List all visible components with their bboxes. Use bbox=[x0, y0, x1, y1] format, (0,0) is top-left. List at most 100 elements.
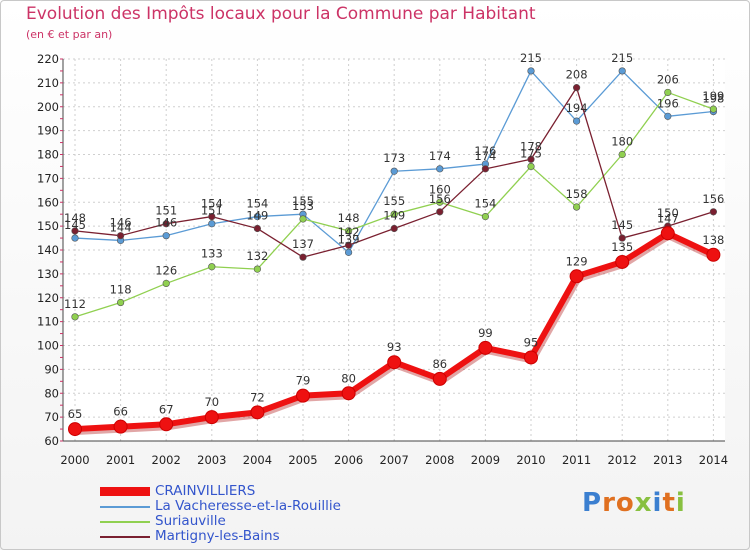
data-point bbox=[253, 265, 261, 273]
x-tick-label: 2005 bbox=[288, 453, 317, 467]
data-label: 145 bbox=[611, 218, 633, 232]
data-label: 151 bbox=[155, 204, 177, 218]
chart-title: Evolution des Impôts locaux pour la Comm… bbox=[26, 4, 536, 24]
data-point bbox=[436, 198, 444, 206]
data-point bbox=[253, 224, 261, 233]
y-tick-label: 220 bbox=[37, 52, 59, 66]
data-point bbox=[436, 165, 444, 173]
data-point bbox=[116, 232, 125, 240]
data-point bbox=[116, 298, 125, 307]
data-point bbox=[253, 212, 261, 221]
data-point bbox=[345, 241, 353, 249]
data-label: 70 bbox=[204, 395, 219, 409]
logo-letter: i bbox=[652, 488, 663, 518]
legend-swatch bbox=[100, 506, 150, 508]
data-point bbox=[299, 215, 307, 223]
data-label: 148 bbox=[64, 211, 86, 225]
data-label: 155 bbox=[383, 194, 405, 208]
data-point bbox=[436, 208, 444, 216]
data-label: 149 bbox=[383, 209, 405, 223]
data-label: 151 bbox=[201, 204, 223, 218]
data-point bbox=[569, 269, 584, 284]
data-label: 174 bbox=[429, 149, 451, 163]
data-point bbox=[387, 355, 402, 370]
legend-item-martigny[interactable]: Martigny-les-Bains bbox=[100, 529, 400, 544]
data-point bbox=[250, 405, 265, 420]
data-label: 153 bbox=[292, 199, 314, 213]
grid-layer bbox=[63, 58, 725, 442]
data-point bbox=[664, 88, 672, 97]
data-label: 180 bbox=[611, 135, 633, 149]
line-chart: 60 70 80 90 100 110 120 130 140 150 160 170 180 190 20… bbox=[37, 51, 728, 467]
data-label: 147 bbox=[657, 211, 679, 225]
y-tick-label: 130 bbox=[37, 267, 59, 281]
data-point bbox=[478, 340, 493, 355]
data-point bbox=[706, 247, 721, 262]
data-label: 206 bbox=[657, 72, 679, 86]
y-tick-label: 190 bbox=[37, 124, 59, 138]
data-label: 160 bbox=[429, 182, 451, 196]
data-point bbox=[527, 155, 535, 163]
data-point bbox=[208, 263, 216, 271]
data-point bbox=[664, 112, 672, 120]
data-label: 156 bbox=[702, 192, 724, 206]
x-tick-label: 2014 bbox=[699, 453, 728, 467]
x-tick-label: 2004 bbox=[243, 453, 272, 467]
data-label: 146 bbox=[155, 216, 177, 230]
legend-label: CRAINVILLIERS bbox=[155, 483, 256, 499]
y-tick-label: 60 bbox=[44, 434, 59, 448]
data-label: 132 bbox=[246, 249, 268, 263]
data-label: 95 bbox=[524, 335, 539, 349]
legend-item-crainvilliers[interactable]: CRAINVILLIERS bbox=[100, 484, 400, 499]
data-label: 173 bbox=[383, 151, 405, 165]
data-label: 156 bbox=[429, 192, 451, 206]
data-label: 137 bbox=[292, 237, 314, 251]
y-tick-label: 210 bbox=[37, 76, 59, 90]
data-label: 178 bbox=[520, 139, 542, 153]
data-label: 135 bbox=[611, 240, 633, 254]
data-point bbox=[71, 227, 79, 235]
data-point bbox=[709, 105, 718, 113]
data-label: 126 bbox=[155, 263, 177, 277]
data-label: 149 bbox=[246, 209, 268, 223]
data-point bbox=[208, 220, 216, 228]
axis-layer: 60 70 80 90 100 110 120 130 140 150 160 170 180 190 20… bbox=[37, 52, 728, 467]
data-point bbox=[390, 224, 398, 233]
data-point bbox=[341, 386, 356, 401]
data-label: 86 bbox=[432, 357, 447, 371]
data-label: 65 bbox=[68, 407, 83, 421]
data-point bbox=[299, 253, 307, 261]
legend-label: La Vacheresse-et-la-Rouillie bbox=[155, 498, 341, 514]
data-point bbox=[709, 208, 718, 216]
logo-letter: t bbox=[662, 488, 676, 518]
data-label: 67 bbox=[159, 402, 174, 416]
data-point bbox=[481, 165, 490, 173]
data-point bbox=[618, 150, 626, 159]
data-point bbox=[527, 67, 535, 75]
data-label: 80 bbox=[341, 371, 356, 385]
data-label: 196 bbox=[657, 96, 679, 110]
data-label: 154 bbox=[246, 197, 268, 211]
data-label: 99 bbox=[478, 326, 493, 340]
y-tick-label: 120 bbox=[37, 291, 59, 305]
data-label: 93 bbox=[387, 340, 402, 354]
legend-item-suriauville[interactable]: Suriauville bbox=[100, 514, 400, 529]
data-point bbox=[660, 226, 675, 241]
data-label: 139 bbox=[338, 232, 360, 246]
data-point bbox=[524, 350, 538, 365]
logo-letter: x bbox=[634, 488, 653, 518]
legend-item-la-vacheresse[interactable]: La Vacheresse-et-la-Rouillie bbox=[100, 499, 400, 514]
data-label: 154 bbox=[201, 197, 223, 211]
data-point bbox=[390, 167, 398, 175]
x-tick-label: 2002 bbox=[152, 453, 181, 467]
y-tick-label: 80 bbox=[44, 386, 59, 400]
y-tick-label: 200 bbox=[37, 100, 59, 114]
data-label: 129 bbox=[566, 254, 588, 268]
data-point bbox=[68, 422, 82, 437]
data-label: 158 bbox=[566, 187, 588, 201]
data-point bbox=[113, 419, 128, 434]
data-point bbox=[390, 210, 398, 218]
data-point bbox=[159, 417, 174, 432]
y-tick-label: 140 bbox=[37, 243, 59, 257]
